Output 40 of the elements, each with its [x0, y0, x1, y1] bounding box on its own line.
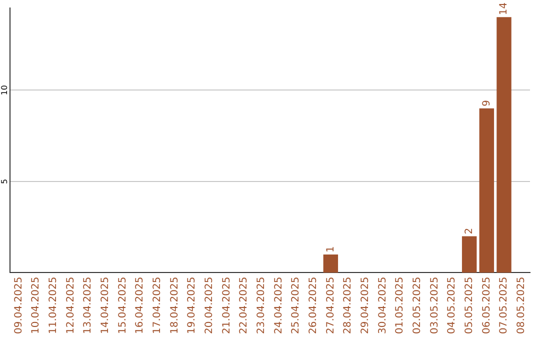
x-tick-label: 11.04.2025: [48, 276, 59, 334]
x-tick-label: 07.05.2025: [498, 276, 510, 334]
x-tick-label: 10.04.2025: [30, 276, 42, 334]
x-tick-label: 27.04.2025: [325, 276, 336, 334]
x-tick-label: 25.04.2025: [290, 276, 302, 334]
data-label: 9: [481, 100, 492, 106]
x-tick-label: 21.04.2025: [221, 276, 232, 334]
bar: [496, 17, 512, 273]
x-tick-label: 28.04.2025: [342, 276, 354, 334]
data-label: 2: [464, 228, 475, 234]
bar: [323, 254, 338, 273]
x-tick-label: 16.04.2025: [134, 276, 146, 334]
x-tick-label: 13.04.2025: [82, 276, 94, 334]
x-tick-label: 02.05.2025: [412, 276, 423, 334]
x-tick-label: 09.04.2025: [13, 276, 24, 334]
data-label: 1: [325, 246, 336, 252]
x-tick-label: 04.05.2025: [446, 276, 458, 334]
x-tick-label: 03.05.2025: [429, 276, 440, 334]
x-tick-label: 12.04.2025: [65, 276, 76, 334]
x-tick-label: 22.04.2025: [238, 276, 250, 334]
x-tick-label: 18.04.2025: [169, 276, 180, 334]
bar: [462, 236, 477, 273]
data-label: 14: [498, 2, 510, 16]
x-tick-label: 29.04.2025: [360, 276, 371, 334]
x-tick-label: 23.04.2025: [256, 276, 267, 334]
y-tick-label: 10: [0, 85, 10, 96]
x-tick-label: 08.05.2025: [516, 276, 527, 334]
x-tick-label: 17.04.2025: [152, 276, 163, 334]
x-tick-label: 26.04.2025: [308, 276, 319, 334]
x-tick-label: 01.05.2025: [394, 276, 406, 334]
bar: [479, 108, 494, 273]
x-tick-label: 05.05.2025: [464, 276, 475, 334]
x-tick-label: 19.04.2025: [186, 276, 198, 334]
x-tick-label: 15.04.2025: [117, 276, 128, 334]
x-tick-label: 30.04.2025: [377, 276, 388, 334]
x-tick-label: 24.04.2025: [273, 276, 284, 334]
x-tick-label: 20.04.2025: [204, 276, 215, 334]
y-tick-label: 5: [0, 178, 10, 184]
x-tick-label: 14.04.2025: [100, 276, 111, 334]
x-tick-label: 06.05.2025: [481, 276, 492, 334]
